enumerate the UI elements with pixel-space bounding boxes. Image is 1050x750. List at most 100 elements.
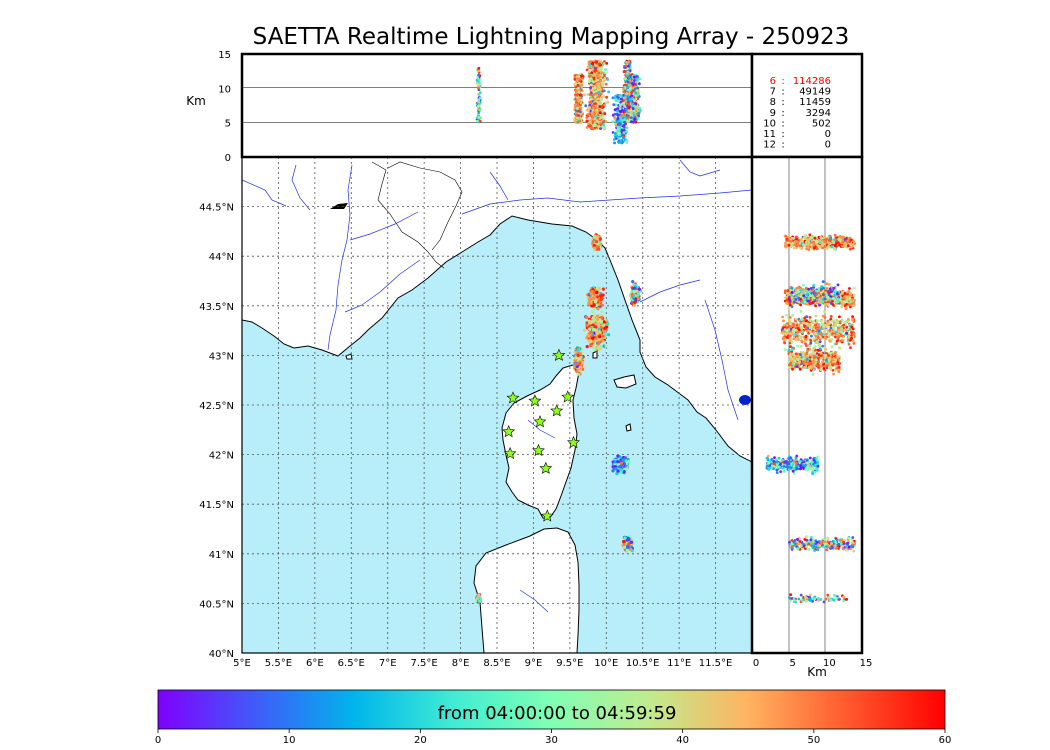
sardinia-land xyxy=(473,527,580,653)
lightning-source-map xyxy=(613,460,618,464)
lightning-source-top xyxy=(603,103,606,107)
lightning-source-top xyxy=(601,81,605,85)
lightning-source-map xyxy=(597,247,601,251)
lightning-source-top xyxy=(585,116,589,120)
lightning-source-map xyxy=(625,538,629,542)
lightning-source-map xyxy=(595,332,599,336)
lightning-source-top xyxy=(603,112,607,115)
lightning-source-map xyxy=(632,290,637,294)
lightning-source-top xyxy=(593,121,597,125)
lightning-source-top xyxy=(602,126,606,129)
lma-station-marker xyxy=(567,435,580,449)
lightning-source-top xyxy=(592,77,596,81)
lightning-source-map xyxy=(598,237,603,241)
lightning-source-map xyxy=(619,461,624,465)
lightning-source-map xyxy=(593,348,597,352)
lightning-source-top xyxy=(634,120,638,124)
lightning-source-map xyxy=(597,340,601,344)
lightning-source-map xyxy=(596,322,600,326)
lightning-source-top xyxy=(603,77,606,81)
lightning-source-top xyxy=(587,109,590,113)
lightning-source-top xyxy=(594,115,597,118)
lightning-source-map xyxy=(598,330,602,334)
lightning-source-map xyxy=(604,344,608,348)
lma-station-marker xyxy=(540,509,554,522)
lightning-source-top xyxy=(585,119,589,123)
lightning-source-map xyxy=(592,303,596,307)
lightning-source-map xyxy=(596,314,600,318)
lightning-source-top xyxy=(598,101,602,104)
lightning-source-top xyxy=(602,117,606,120)
lightning-source-map xyxy=(623,536,627,540)
lightning-source-top xyxy=(604,71,607,75)
lightning-source-map xyxy=(637,287,642,291)
lightning-source-map xyxy=(627,542,631,546)
lightning-source-map xyxy=(600,303,604,307)
lightning-source-top xyxy=(596,97,600,101)
lightning-source-top xyxy=(602,119,605,123)
lightning-source-map xyxy=(585,323,589,327)
lightning-source-top xyxy=(580,83,584,87)
lightning-source-map xyxy=(592,319,596,323)
lightning-source-top xyxy=(595,110,598,114)
lightning-source-top xyxy=(595,79,598,82)
lightning-source-top xyxy=(599,92,603,96)
lightning-source-map xyxy=(627,459,631,463)
lma-station-marker xyxy=(539,461,553,474)
lightning-source-top xyxy=(587,105,591,109)
lightning-source-top xyxy=(595,60,598,64)
lightning-source-map xyxy=(597,286,601,291)
lightning-source-top xyxy=(600,71,604,75)
lightning-source-map xyxy=(591,316,595,320)
lightning-source-top xyxy=(593,86,597,90)
lightning-source-map xyxy=(622,539,626,544)
lightning-source-map xyxy=(624,467,628,471)
lightning-source-top xyxy=(592,74,595,77)
lightning-source-top xyxy=(588,78,592,82)
lightning-source-top xyxy=(599,116,603,120)
lightning-source-top xyxy=(587,75,591,78)
lightning-source-map xyxy=(622,545,627,549)
lightning-source-map xyxy=(631,280,635,284)
lightning-source-map xyxy=(595,245,599,249)
lightning-source-top xyxy=(589,86,592,90)
lightning-source-map xyxy=(588,327,592,331)
lightning-source-top xyxy=(589,126,593,130)
lightning-source-map xyxy=(622,470,626,474)
lightning-source-map xyxy=(585,315,589,320)
lightning-source-top xyxy=(634,108,638,112)
lake-geneva xyxy=(330,203,348,209)
lightning-source-top xyxy=(590,97,593,101)
lightning-source-map xyxy=(593,313,597,317)
lightning-source-map xyxy=(633,300,637,304)
lightning-source-top xyxy=(595,73,599,77)
lightning-source-map xyxy=(592,296,596,300)
river-po-trib xyxy=(489,171,509,201)
lightning-source-top xyxy=(632,75,636,79)
lightning-source-map xyxy=(602,320,606,324)
lightning-source-top xyxy=(603,62,606,65)
lightning-source-top xyxy=(632,113,636,117)
lightning-source-map xyxy=(604,318,609,322)
lightning-source-map xyxy=(477,599,482,603)
lightning-source-map xyxy=(594,240,599,244)
lightning-source-top xyxy=(584,104,588,108)
lightning-source-top xyxy=(605,95,608,99)
lightning-source-map xyxy=(591,310,595,314)
lightning-source-top xyxy=(633,118,636,121)
lightning-source-map xyxy=(621,458,626,462)
lma-station-marker xyxy=(532,443,545,457)
lightning-map-layer xyxy=(475,233,643,604)
lightning-source-map xyxy=(589,330,593,334)
lightning-source-top xyxy=(583,93,586,97)
capraia-land xyxy=(592,350,598,359)
lightning-source-map xyxy=(600,315,604,320)
lightning-source-top xyxy=(632,104,636,108)
lightning-source-map xyxy=(587,297,592,301)
lightning-source-top xyxy=(589,60,592,63)
lightning-source-map xyxy=(576,372,580,376)
lightning-source-map xyxy=(618,465,622,469)
lightning-source-top xyxy=(577,98,580,102)
station-layer xyxy=(502,348,580,522)
lightning-source-map xyxy=(598,335,602,339)
